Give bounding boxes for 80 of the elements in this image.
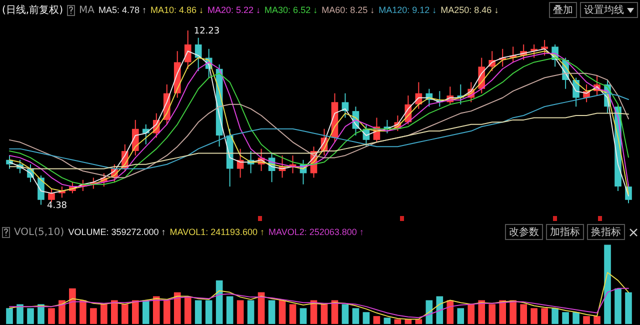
candlestick xyxy=(194,37,202,72)
bar xyxy=(457,308,464,324)
text: MA30: 6.52 ↓ xyxy=(264,5,318,15)
text: 4.38 xyxy=(46,200,68,211)
bar xyxy=(111,300,118,324)
bar xyxy=(69,288,76,324)
bar xyxy=(384,318,391,324)
bar xyxy=(194,300,202,324)
bar xyxy=(594,316,600,324)
bar xyxy=(247,300,254,324)
text: MA5: 4.78 ↑ xyxy=(98,5,146,15)
bar xyxy=(625,292,632,324)
bar xyxy=(184,296,192,324)
bar xyxy=(38,304,44,324)
bar xyxy=(488,304,496,324)
text: MA250: 8.46 ↓ xyxy=(440,5,499,15)
bar xyxy=(362,312,370,324)
candlestick xyxy=(184,30,192,70)
bar xyxy=(614,288,622,324)
text: 叠加 xyxy=(549,2,577,18)
bar xyxy=(342,304,349,324)
bar xyxy=(174,292,181,324)
bar xyxy=(394,319,402,324)
text: 加指标 xyxy=(546,224,584,240)
candlestick xyxy=(541,40,548,56)
bar xyxy=(478,300,486,324)
bar xyxy=(226,296,234,324)
bar xyxy=(352,308,360,324)
bar xyxy=(48,308,55,324)
bar xyxy=(278,300,286,324)
bar xyxy=(80,300,86,324)
bar xyxy=(58,300,66,324)
candlestick xyxy=(48,188,55,203)
bar xyxy=(100,304,108,324)
text: VOLUME: 359272.000 ↑ xyxy=(68,227,166,237)
text: MA60: 8.25 ↓ xyxy=(322,5,375,15)
bar xyxy=(268,300,276,324)
text: MA120: 9.12 ↓ xyxy=(378,5,437,15)
bar xyxy=(415,319,422,324)
bar xyxy=(300,308,307,324)
bar xyxy=(583,316,590,324)
text: MAVOL1: 241193.600 ↑ xyxy=(170,227,264,237)
bar xyxy=(320,304,328,324)
bar xyxy=(236,300,244,324)
chart-title: (日线,前复权) xyxy=(2,4,63,17)
text: 换指标 xyxy=(587,224,625,240)
text: MA20: 5.22 ↓ xyxy=(208,5,261,15)
bar xyxy=(530,308,538,324)
text: MAVOL2: 252063.800 ↑ xyxy=(268,227,364,237)
bar xyxy=(258,292,265,324)
bar xyxy=(562,312,569,324)
chart-subtitle: MA xyxy=(78,4,94,16)
bar xyxy=(468,304,475,324)
bar xyxy=(16,304,24,324)
text: MA10: 4.86 ↓ xyxy=(150,5,204,15)
text: 改参数 xyxy=(505,224,543,240)
bar xyxy=(510,300,516,324)
bar xyxy=(541,308,548,324)
bar xyxy=(446,300,454,324)
bar xyxy=(572,312,580,324)
bar xyxy=(27,308,34,324)
bar xyxy=(216,280,223,324)
bar xyxy=(152,296,160,324)
chart-title: VOL(5,10) xyxy=(14,226,64,238)
text: 12.23 xyxy=(194,26,220,36)
bar xyxy=(122,304,128,324)
bar xyxy=(163,300,170,324)
bar xyxy=(604,244,611,324)
bar xyxy=(142,300,150,324)
bar xyxy=(499,300,506,324)
bar xyxy=(520,304,527,324)
bar xyxy=(373,316,380,324)
bar xyxy=(289,304,296,324)
bar xyxy=(90,308,97,324)
bar xyxy=(6,308,13,324)
bar xyxy=(205,300,212,324)
text: 设置均线 xyxy=(580,2,638,18)
bar xyxy=(132,300,139,324)
bar xyxy=(436,296,444,324)
bar xyxy=(552,308,558,324)
